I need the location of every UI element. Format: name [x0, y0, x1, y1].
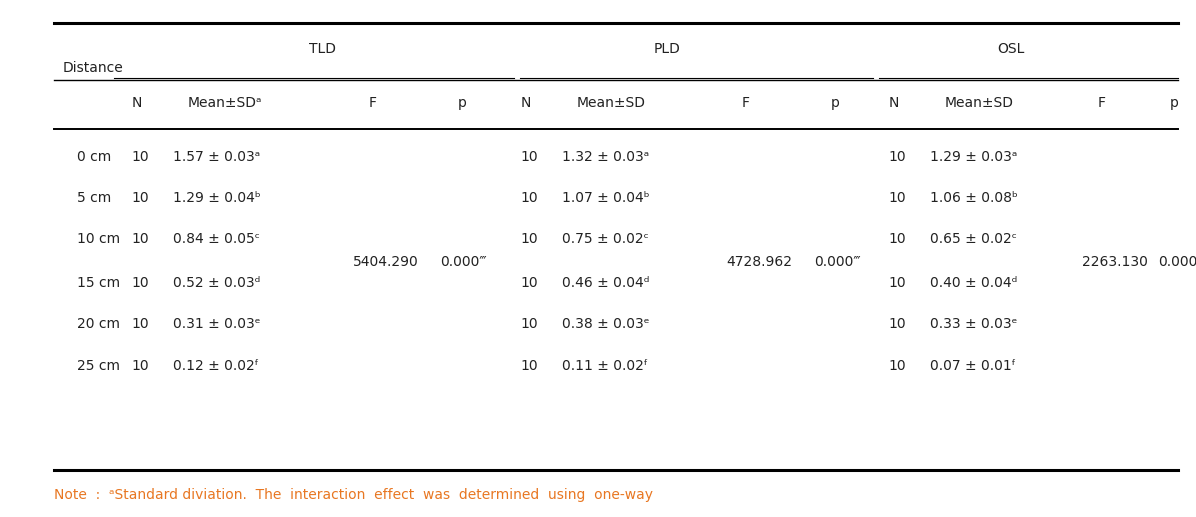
Text: 0.52 ± 0.03ᵈ: 0.52 ± 0.03ᵈ: [173, 276, 261, 290]
Text: 0.000‴: 0.000‴: [814, 255, 861, 269]
Text: 10: 10: [520, 358, 538, 373]
Text: 1.32 ± 0.03ᵃ: 1.32 ± 0.03ᵃ: [562, 149, 649, 164]
Text: 20 cm: 20 cm: [77, 317, 120, 331]
Text: 10: 10: [132, 276, 150, 290]
Text: 10 cm: 10 cm: [77, 232, 120, 247]
Text: 10: 10: [520, 191, 538, 205]
Text: Mean±SD: Mean±SD: [945, 96, 1014, 111]
Text: 10: 10: [520, 276, 538, 290]
Text: 0 cm: 0 cm: [77, 149, 111, 164]
Text: 0.000‴: 0.000‴: [440, 255, 487, 269]
Text: 0.07 ± 0.01ᶠ: 0.07 ± 0.01ᶠ: [930, 358, 1017, 373]
Text: 1.06 ± 0.08ᵇ: 1.06 ± 0.08ᵇ: [930, 191, 1018, 205]
Text: 0.31 ± 0.03ᵉ: 0.31 ± 0.03ᵉ: [173, 317, 261, 331]
Text: 2263.130: 2263.130: [1082, 255, 1148, 269]
Text: 1.07 ± 0.04ᵇ: 1.07 ± 0.04ᵇ: [562, 191, 649, 205]
Text: 5404.290: 5404.290: [353, 255, 419, 269]
Text: OSL: OSL: [997, 42, 1024, 56]
Text: 25 cm: 25 cm: [77, 358, 120, 373]
Text: Note  :  ᵃStandard diviation.  The  interaction  effect  was  determined  using : Note : ᵃStandard diviation. The interact…: [54, 488, 653, 503]
Text: p: p: [458, 96, 466, 111]
Text: N: N: [520, 96, 531, 111]
Text: 10: 10: [132, 358, 150, 373]
Text: 10: 10: [889, 317, 907, 331]
Text: 0.40 ± 0.04ᵈ: 0.40 ± 0.04ᵈ: [930, 276, 1018, 290]
Text: 10: 10: [520, 232, 538, 247]
Text: 4728.962: 4728.962: [726, 255, 792, 269]
Text: 10: 10: [132, 149, 150, 164]
Text: F: F: [368, 96, 377, 111]
Text: Distance: Distance: [62, 61, 123, 75]
Text: PLD: PLD: [654, 42, 681, 56]
Text: 10: 10: [889, 191, 907, 205]
Text: 10: 10: [132, 232, 150, 247]
Text: 15 cm: 15 cm: [77, 276, 120, 290]
Text: 0.46 ± 0.04ᵈ: 0.46 ± 0.04ᵈ: [562, 276, 649, 290]
Text: 0.84 ± 0.05ᶜ: 0.84 ± 0.05ᶜ: [173, 232, 261, 247]
Text: 0.38 ± 0.03ᵉ: 0.38 ± 0.03ᵉ: [562, 317, 649, 331]
Text: 10: 10: [889, 358, 907, 373]
Text: 10: 10: [132, 317, 150, 331]
Text: p: p: [831, 96, 840, 111]
Text: Mean±SD: Mean±SD: [576, 96, 646, 111]
Text: 0.12 ± 0.02ᶠ: 0.12 ± 0.02ᶠ: [173, 358, 260, 373]
Text: 10: 10: [889, 276, 907, 290]
Text: p: p: [1170, 96, 1178, 111]
Text: 10: 10: [132, 191, 150, 205]
Text: 5 cm: 5 cm: [77, 191, 111, 205]
Text: Mean±SDᵃ: Mean±SDᵃ: [188, 96, 262, 111]
Text: N: N: [132, 96, 142, 111]
Text: 0.000‴: 0.000‴: [1158, 255, 1196, 269]
Text: N: N: [889, 96, 899, 111]
Text: 1.57 ± 0.03ᵃ: 1.57 ± 0.03ᵃ: [173, 149, 261, 164]
Text: 10: 10: [520, 317, 538, 331]
Text: 10: 10: [520, 149, 538, 164]
Text: F: F: [742, 96, 750, 111]
Text: 1.29 ± 0.03ᵃ: 1.29 ± 0.03ᵃ: [930, 149, 1018, 164]
Text: 0.65 ± 0.02ᶜ: 0.65 ± 0.02ᶜ: [930, 232, 1018, 247]
Text: 0.33 ± 0.03ᵉ: 0.33 ± 0.03ᵉ: [930, 317, 1018, 331]
Text: 1.29 ± 0.04ᵇ: 1.29 ± 0.04ᵇ: [173, 191, 261, 205]
Text: F: F: [1098, 96, 1106, 111]
Text: 10: 10: [889, 232, 907, 247]
Text: TLD: TLD: [310, 42, 336, 56]
Text: 0.75 ± 0.02ᶜ: 0.75 ± 0.02ᶜ: [562, 232, 649, 247]
Text: 10: 10: [889, 149, 907, 164]
Text: 0.11 ± 0.02ᶠ: 0.11 ± 0.02ᶠ: [562, 358, 648, 373]
